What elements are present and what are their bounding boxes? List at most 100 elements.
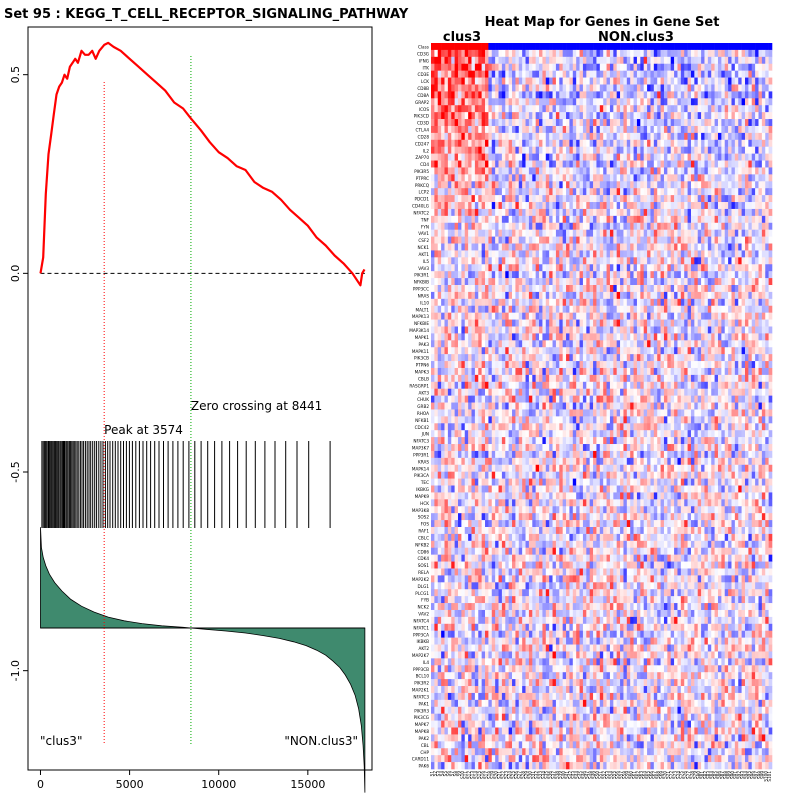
heatmap-cell (495, 271, 499, 279)
heatmap-cell (677, 305, 682, 313)
heatmap-cell (501, 139, 506, 148)
heatmap-cell (711, 202, 715, 210)
heatmap-cell (498, 91, 503, 99)
heatmap-cell (461, 305, 466, 313)
heatmap-cell (501, 264, 506, 272)
heatmap-cell (744, 312, 749, 320)
heatmap-cell (626, 105, 631, 113)
heatmap-cell (633, 77, 638, 85)
heatmap-cell (731, 312, 736, 320)
heatmap-cell (461, 125, 466, 134)
heatmap-cell (630, 236, 634, 244)
heatmap-cell (687, 112, 692, 120)
heatmap-cell (468, 98, 472, 106)
heatmap-cell (603, 195, 607, 203)
heatmap-cell (552, 98, 557, 106)
heatmap-cell (434, 264, 439, 272)
heatmap-cell (603, 312, 607, 320)
heatmap-cell (572, 354, 577, 362)
heatmap-cell (768, 98, 773, 106)
heatmap-cell (434, 112, 439, 120)
heatmap-cell (738, 264, 742, 272)
heatmap-cell (647, 250, 651, 258)
heatmap-cell (748, 91, 753, 99)
heatmap-cell (633, 188, 638, 196)
heatmap-cell (606, 222, 611, 230)
heatmap-cell (437, 354, 442, 362)
heatmap-cell (680, 112, 685, 120)
heatmap-cell (630, 222, 634, 230)
heatmap-cell (478, 285, 482, 293)
heatmap-cell (458, 174, 462, 182)
heatmap-cell (657, 305, 661, 313)
heatmap-cell (586, 340, 590, 348)
heatmap-cell (545, 229, 550, 237)
heatmap-cell (697, 84, 702, 92)
heatmap-cell (444, 298, 449, 307)
heatmap-cell (620, 98, 624, 106)
heatmap-cell (674, 119, 678, 127)
heatmap-cell (589, 119, 594, 127)
heatmap-cell (434, 250, 439, 258)
heatmap-cell (707, 243, 712, 251)
heatmap-cell (458, 181, 462, 189)
heatmap-cell (562, 160, 567, 168)
heatmap-cell (437, 312, 442, 320)
heatmap-cell (505, 298, 509, 307)
heatmap-cell (687, 174, 692, 182)
heatmap-cell (431, 278, 435, 286)
heatmap-cell (562, 361, 567, 369)
heatmap-cell (451, 229, 455, 237)
heatmap-cell (717, 340, 722, 348)
heatmap-cell (674, 160, 678, 168)
heatmap-cell (714, 77, 719, 85)
heatmap-cell (528, 70, 533, 78)
heatmap-cell (650, 160, 655, 168)
heatmap-cell (522, 298, 526, 307)
heatmap-cell (525, 278, 530, 286)
heatmap-cell (552, 215, 557, 224)
heatmap-cell (582, 243, 587, 251)
heatmap-cell (626, 291, 631, 300)
heatmap-cell (545, 91, 550, 99)
heatmap-cell (741, 229, 746, 237)
heatmap-cell (701, 250, 705, 258)
heatmap-cell (731, 63, 736, 71)
heatmap-cell (734, 105, 739, 113)
heatmap-cell (586, 56, 590, 65)
heatmap-cell (586, 291, 590, 300)
heatmap-cell (714, 333, 719, 341)
heatmap-cell (717, 278, 722, 286)
heatmap-cell (562, 105, 567, 113)
heatmap-cell (690, 229, 695, 237)
heatmap-cell (674, 340, 678, 348)
heatmap-cell (586, 125, 590, 134)
heatmap-cell (643, 153, 648, 161)
heatmap-cell (630, 291, 634, 300)
heatmap-cell (674, 312, 678, 320)
heatmap-cell (491, 312, 496, 320)
heatmap-cell (569, 208, 574, 217)
heatmap-cell (636, 367, 641, 376)
heatmap-cell (454, 250, 459, 258)
heatmap-cell (663, 236, 668, 244)
heatmap-cell (468, 298, 472, 307)
heatmap-cell (441, 56, 445, 65)
heatmap-cell (707, 319, 712, 327)
heatmap-cell (593, 56, 597, 65)
heatmap-cell (478, 188, 482, 196)
heatmap-cell (728, 326, 732, 334)
heatmap-cell (609, 367, 614, 376)
heatmap-class-cell (633, 43, 638, 51)
heatmap-cell (596, 181, 601, 189)
heatmap-cell (728, 91, 732, 99)
heatmap-cell (576, 139, 580, 148)
heatmap-cell (653, 305, 658, 313)
heatmap-cell (748, 298, 753, 307)
heatmap-cell (603, 112, 607, 120)
heatmap-cell (532, 374, 536, 383)
heatmap-cell (451, 243, 455, 251)
heatmap-cell (549, 243, 553, 251)
heatmap-cell (697, 236, 702, 244)
heatmap-cell (508, 119, 513, 127)
